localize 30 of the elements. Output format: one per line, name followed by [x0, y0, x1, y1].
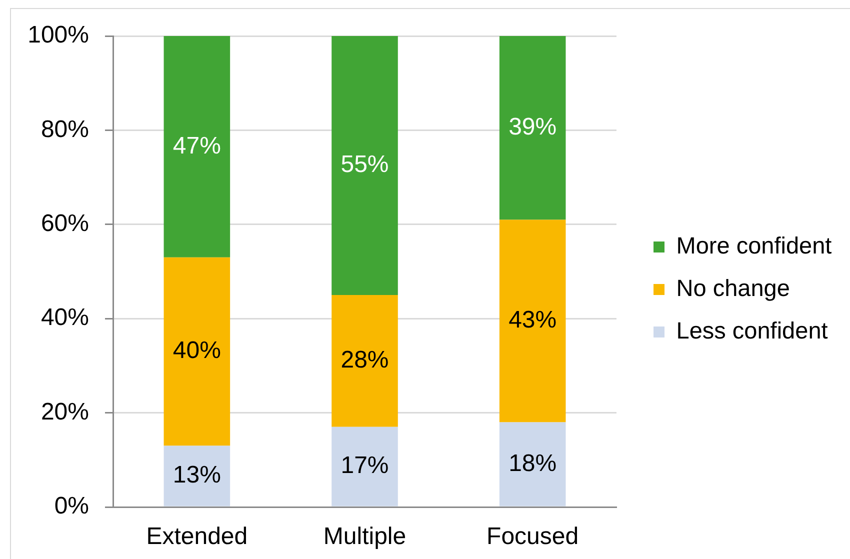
- bar: [499, 220, 566, 422]
- y-tick-label: 20%: [40, 398, 89, 426]
- bar: [332, 426, 398, 506]
- y-tick-label: 100%: [28, 22, 89, 49]
- bar: [499, 36, 566, 220]
- legend-label: Less confident: [676, 317, 828, 344]
- data-label: 47%: [172, 132, 221, 160]
- y-tick-label: 0%: [54, 492, 89, 520]
- bar: [164, 36, 230, 258]
- bar: [499, 422, 566, 506]
- y-tick-label: 80%: [40, 116, 89, 143]
- legend-label: No change: [676, 274, 790, 301]
- data-label: 28%: [340, 346, 389, 374]
- bar: [332, 36, 398, 296]
- data-label: 18%: [508, 450, 557, 477]
- data-label: 55%: [340, 151, 389, 178]
- y-tick-label: 60%: [40, 210, 89, 238]
- data-label: 39%: [508, 113, 557, 140]
- legend-label: More confident: [676, 232, 832, 258]
- bar: [164, 446, 230, 506]
- x-tick-label: Extended: [146, 523, 248, 550]
- data-label: 40%: [172, 337, 221, 364]
- data-label: 17%: [340, 452, 389, 480]
- bar: [332, 295, 398, 427]
- bar: [164, 257, 230, 446]
- x-tick-label: Multiple: [323, 523, 406, 550]
- x-tick-label: Focused: [486, 523, 579, 550]
- data-label: 13%: [172, 462, 221, 489]
- data-label: 43%: [508, 306, 557, 334]
- y-tick-label: 40%: [40, 304, 89, 332]
